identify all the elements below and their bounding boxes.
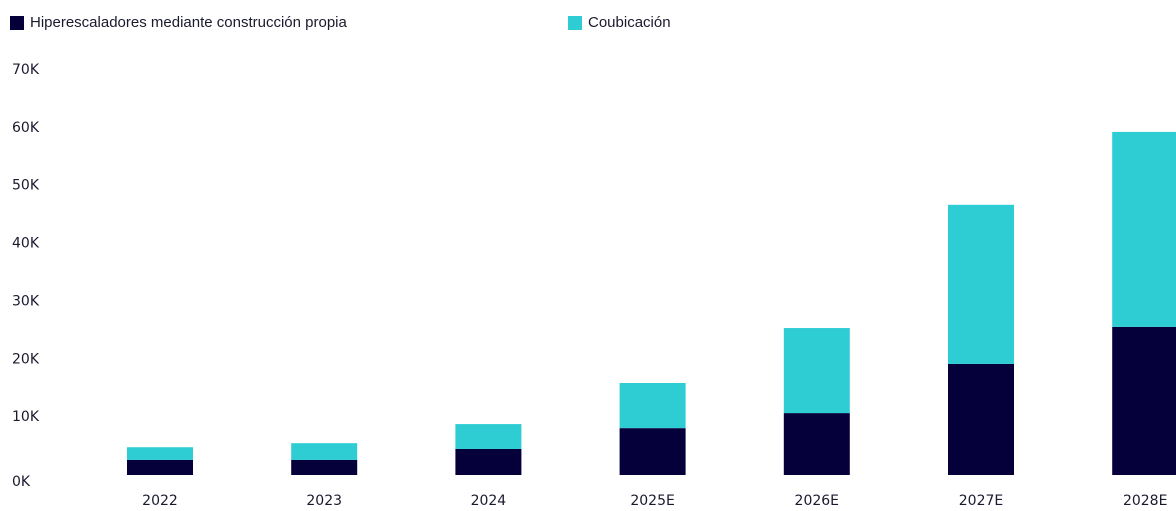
legend-swatch (568, 16, 582, 30)
x-tick-label: 2022 (142, 493, 178, 509)
bar-segment (619, 428, 686, 475)
x-tick-label: 2023 (306, 493, 342, 509)
legend-label: Coubicación (588, 14, 671, 31)
y-tick-label: 20K (12, 351, 40, 367)
bar-segment (948, 363, 1014, 475)
y-tick-label: 0K (12, 474, 31, 490)
x-tick-label: 2027E (959, 493, 1003, 509)
bar-segment (619, 383, 686, 429)
bar-segment (455, 448, 522, 475)
bar-segment (127, 459, 193, 475)
legend-label: Hiperescaladores mediante construcción p… (30, 14, 347, 31)
bar-segment (783, 328, 850, 414)
legend-swatch (10, 16, 24, 30)
y-tick-label: 50K (12, 178, 40, 194)
bar-segment (127, 447, 193, 460)
y-tick-label: 70K (12, 62, 40, 78)
bar-segment (1112, 131, 1176, 327)
bar-segment (291, 459, 358, 475)
y-tick-label: 10K (12, 409, 40, 425)
x-tick-label: 2024 (471, 493, 507, 509)
bar-segment (291, 443, 358, 460)
bar-segment (783, 413, 850, 475)
x-tick-label: 2025E (630, 493, 674, 509)
y-tick-label: 60K (12, 120, 40, 136)
x-tick-label: 2026E (795, 493, 839, 509)
bar-segment (455, 424, 522, 449)
bar-segment (948, 204, 1014, 364)
bar-segment (1112, 326, 1176, 475)
x-tick-label: 2028E (1123, 493, 1167, 509)
y-tick-label: 30K (12, 293, 40, 309)
y-tick-label: 40K (12, 236, 40, 252)
